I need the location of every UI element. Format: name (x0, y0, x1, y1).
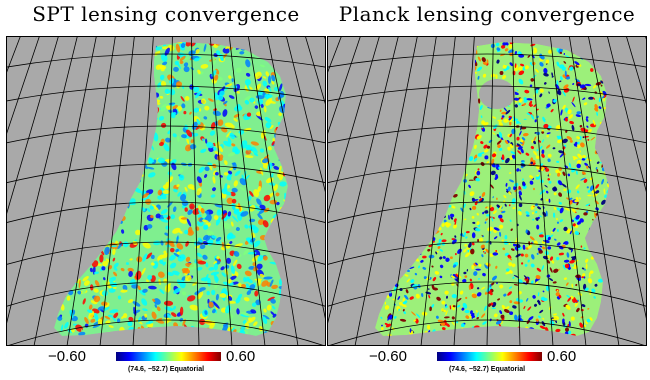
meridian-line (266, 36, 326, 324)
latitude-line (327, 163, 647, 184)
latitude-line (6, 85, 326, 102)
latitude-line (327, 85, 647, 102)
colorbar-max-label: 0.60 (547, 348, 577, 365)
meridian-line (327, 36, 361, 137)
meridian-line (191, 36, 200, 346)
colorbar-min-label: −0.60 (369, 348, 407, 365)
colorbar-gradient (116, 352, 221, 361)
colorbar-max-label: 0.60 (226, 348, 256, 365)
meridian-line (568, 36, 620, 346)
meridian-line (6, 36, 78, 328)
colorbar-gradient (437, 352, 542, 361)
meridian-line (304, 36, 326, 108)
meridian-line (453, 36, 475, 346)
meridian-line (387, 36, 437, 346)
meridian-line (327, 36, 380, 218)
latitude-line (6, 319, 326, 346)
meridian-line (530, 36, 554, 346)
meridian-line (247, 36, 299, 346)
latitude-line (6, 53, 326, 68)
spt-colorbar: −0.60 0.60 (74.6, −52.7) Equatorial (6, 346, 326, 380)
graticule (327, 36, 647, 346)
meridian-line (625, 36, 647, 108)
map-border (327, 36, 647, 346)
latitude-line (327, 201, 647, 224)
meridian-line (587, 36, 647, 324)
meridian-line (420, 36, 456, 346)
meridian-line (99, 36, 135, 346)
meridian-line (354, 36, 418, 346)
meridian-line (549, 36, 587, 346)
planck-colorbar: −0.60 0.60 (74.6, −52.7) Equatorial (327, 346, 647, 380)
latitude-line (6, 163, 326, 184)
coordinate-label: (74.6, −52.7) Equatorial (127, 366, 205, 373)
meridian-line (486, 36, 494, 346)
meridian-line (66, 36, 116, 346)
meridian-line (33, 36, 97, 346)
planck-panel: Planck lensing convergence −0.60 0.60 (7… (327, 0, 647, 380)
colorbar-min-label: −0.60 (48, 348, 86, 365)
meridian-line (165, 36, 173, 346)
planck-title: Planck lensing convergence (338, 2, 636, 26)
latitude-line (6, 201, 326, 224)
masked-region (479, 79, 515, 109)
meridian-line (512, 36, 521, 346)
latitude-line (327, 53, 647, 68)
meridian-line (6, 36, 59, 218)
meridian-line (327, 36, 399, 328)
meridian-line (228, 36, 266, 346)
map-border (6, 36, 326, 346)
spt-panel: SPT lensing convergence −0.60 0.60 (74.6… (6, 0, 326, 380)
meridian-line (6, 36, 40, 137)
latitude-line (327, 319, 647, 346)
planck-convergence-map (327, 36, 647, 346)
graticule (6, 36, 326, 346)
coordinate-label: (74.6, −52.7) Equatorial (448, 366, 526, 373)
meridian-line (209, 36, 233, 346)
meridian-line (132, 36, 154, 346)
spt-title: SPT lensing convergence (32, 2, 300, 26)
latitude-line (327, 241, 647, 266)
latitude-line (6, 241, 326, 266)
spt-convergence-map (6, 36, 326, 346)
